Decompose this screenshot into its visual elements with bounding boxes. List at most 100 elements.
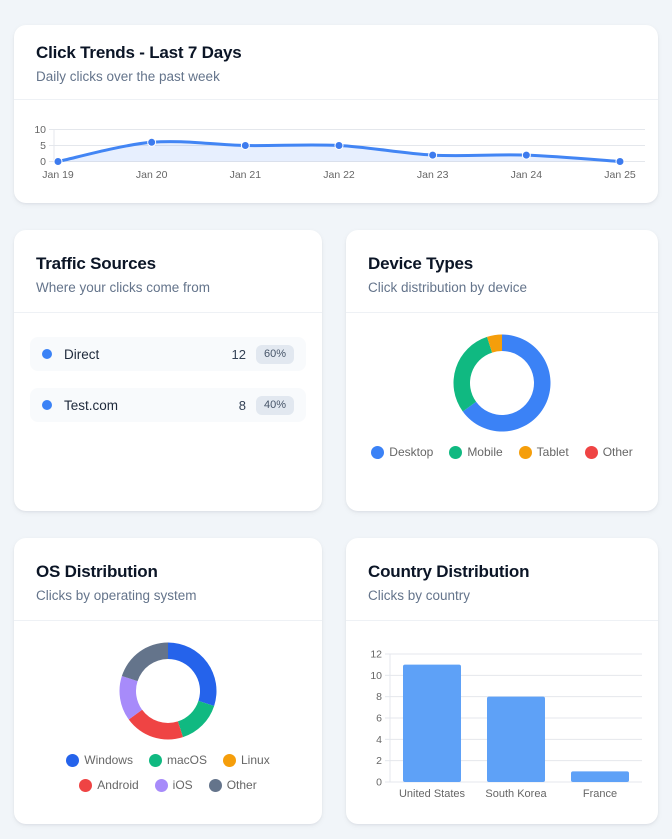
country-distribution-subtitle: Clicks by country — [368, 588, 471, 603]
traffic-row-testcom: Test.com 8 40% — [30, 388, 306, 422]
legend-item-linux[interactable]: Linux — [223, 754, 270, 767]
legend-item-other[interactable]: Other — [584, 445, 633, 459]
chart-legend-os: Windows macOS Linux Android iOS Other — [33, 754, 303, 792]
axis-tick-label: 12 — [370, 649, 382, 661]
card-click-trends: Click Trends - Last 7 Days Daily clicks … — [14, 25, 658, 203]
legend-label: Other — [602, 445, 633, 459]
axis-tick-label: Jan 22 — [323, 169, 355, 181]
bar-south-korea[interactable] — [487, 696, 545, 782]
donut-chart-devices[interactable] — [450, 333, 554, 433]
legend-item-android[interactable]: Android — [79, 778, 139, 792]
line-chart-click-trends[interactable]: 0 5 10 Jan 19 Jan 20 Jan 21 Jan 22 Jan 23 Jan 24… — [14, 100, 658, 203]
source-dot-icon — [42, 400, 52, 410]
card-os-distribution: OS Distribution Clicks by operating syst… — [14, 538, 322, 824]
legend-label: Desktop — [389, 445, 434, 459]
legend-swatch-icon — [584, 446, 598, 459]
device-types-subtitle: Click distribution by device — [368, 280, 528, 295]
donut-segment-other[interactable] — [121, 642, 168, 682]
data-point[interactable] — [53, 157, 63, 166]
legend-item-desktop[interactable]: Desktop — [371, 446, 433, 459]
data-point[interactable] — [334, 141, 344, 150]
os-distribution-body: Windows macOS Linux Android iOS Other — [14, 621, 322, 792]
data-point[interactable] — [240, 141, 250, 150]
traffic-percent-badge: 60% — [255, 344, 294, 364]
axis-tick-label: 10 — [370, 670, 382, 682]
donut-segment-mobile[interactable] — [453, 336, 493, 412]
bar-united-states[interactable] — [403, 664, 461, 782]
axis-tick-label: Jan 19 — [42, 169, 74, 181]
traffic-percent-badge: 40% — [255, 395, 294, 415]
legend-swatch-icon — [66, 754, 80, 767]
legend-item-tablet[interactable]: Tablet — [518, 445, 569, 459]
legend-item-macos[interactable]: macOS — [148, 754, 207, 767]
card-click-trends-header: Click Trends - Last 7 Days Daily clicks … — [14, 25, 658, 100]
axis-tick-label: Jan 20 — [136, 169, 168, 181]
axis-tick-label: Jan 25 — [604, 169, 636, 181]
axis-tick-label: 4 — [376, 734, 382, 746]
axis-tick-label: 2 — [376, 755, 382, 767]
axis-tick-label: United States — [399, 788, 466, 800]
axis-tick-label: 10 — [34, 124, 46, 136]
bar-chart-countries[interactable]: 0 2 4 6 8 10 12 United States South Korea France — [346, 621, 658, 823]
axis-tick-label: Jan 24 — [511, 169, 543, 181]
traffic-source-label: Direct — [64, 346, 100, 362]
card-os-distribution-header: OS Distribution Clicks by operating syst… — [14, 538, 322, 621]
click-trends-subtitle: Daily clicks over the past week — [36, 69, 220, 84]
donut-segment-ios[interactable] — [119, 676, 143, 720]
legend-swatch-icon — [79, 779, 93, 792]
donut-chart-os[interactable] — [116, 641, 220, 741]
donut-segment-android[interactable] — [128, 709, 183, 740]
axis-tick-label: 0 — [376, 777, 382, 789]
data-point[interactable] — [521, 150, 531, 160]
donut-segment-windows[interactable] — [168, 642, 217, 706]
donut-segment-macos[interactable] — [177, 700, 215, 738]
device-types-title: Device Types — [368, 254, 474, 273]
device-types-body: Desktop Mobile Tablet Other — [346, 313, 658, 459]
card-traffic-sources-header: Traffic Sources Where your clicks come f… — [14, 230, 322, 313]
card-traffic-sources: Traffic Sources Where your clicks come f… — [14, 230, 322, 511]
donut-segment-tablet[interactable] — [487, 334, 502, 353]
os-distribution-title: OS Distribution — [36, 562, 158, 581]
axis-tick-label: Jan 21 — [230, 169, 262, 181]
legend-swatch-icon — [223, 754, 236, 767]
axis-tick-label: 8 — [376, 691, 382, 703]
legend-item-windows[interactable]: Windows — [66, 754, 133, 767]
legend-item-mobile[interactable]: Mobile — [449, 446, 503, 459]
legend-item-ios[interactable]: iOS — [154, 778, 193, 792]
traffic-sources-title: Traffic Sources — [36, 254, 156, 273]
legend-swatch-icon — [449, 446, 463, 459]
traffic-click-count: 12 — [231, 346, 246, 362]
legend-swatch-icon — [154, 779, 168, 792]
legend-swatch-icon — [371, 446, 385, 459]
data-point[interactable] — [147, 137, 157, 147]
axis-tick-label: 5 — [40, 140, 46, 152]
axis-tick-label: South Korea — [485, 788, 547, 800]
traffic-source-label: Test.com — [64, 397, 119, 413]
country-distribution-body: 0 2 4 6 8 10 12 United States South Korea France — [346, 621, 658, 823]
traffic-click-count: 8 — [238, 397, 246, 413]
legend-label: Android — [97, 778, 139, 792]
plot-area: 0 2 4 6 8 10 12 United States South Korea France — [370, 649, 642, 800]
legend-label: Windows — [84, 753, 133, 767]
card-country-distribution-header: Country Distribution Clicks by country — [346, 538, 658, 621]
donut-segment-desktop[interactable] — [462, 334, 551, 432]
traffic-row-direct: Direct 12 60% — [30, 337, 306, 371]
legend-item-other[interactable]: Other — [208, 778, 257, 792]
legend-swatch-icon — [518, 446, 532, 459]
axis-tick-label: Jan 23 — [417, 169, 449, 181]
data-point[interactable] — [615, 157, 625, 166]
legend-label: iOS — [172, 778, 193, 792]
axis-tick-label: 0 — [40, 156, 46, 168]
click-trends-body: 0 5 10 Jan 19 Jan 20 Jan 21 Jan 22 Jan 23 Jan 24… — [14, 100, 658, 203]
legend-label: Linux — [241, 753, 270, 767]
bar-france[interactable] — [571, 771, 629, 782]
legend-label: Tablet — [536, 445, 569, 459]
cards-grid: Traffic Sources Where your clicks come f… — [14, 230, 658, 824]
legend-label: Other — [226, 778, 257, 792]
click-trends-title: Click Trends - Last 7 Days — [36, 43, 242, 62]
card-device-types-header: Device Types Click distribution by devic… — [346, 230, 658, 313]
chart-legend-devices: Desktop Mobile Tablet Other — [371, 445, 633, 459]
data-point[interactable] — [428, 150, 438, 160]
card-device-types: Device Types Click distribution by devic… — [346, 230, 658, 511]
